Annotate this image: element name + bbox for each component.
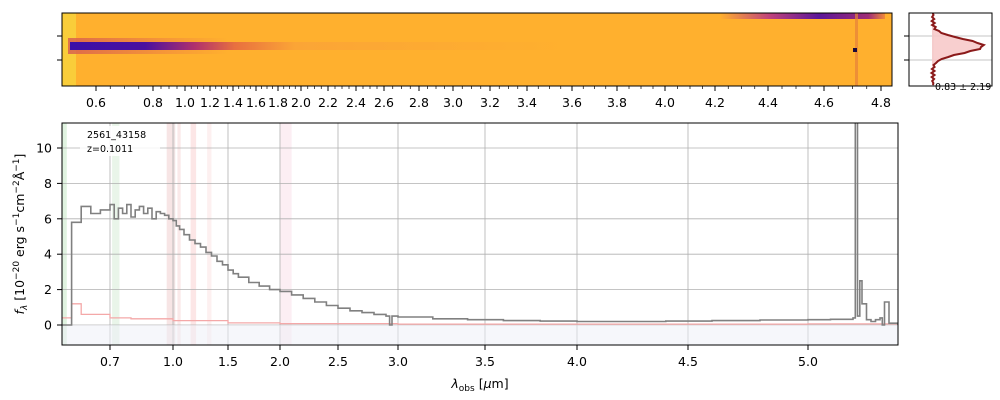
top-tick-label-20: 4.6 xyxy=(814,95,834,110)
x-tick-label-9: 5.0 xyxy=(798,354,818,369)
x-tick-label-3: 2.0 xyxy=(270,354,290,369)
shaded-band-6 xyxy=(207,123,212,345)
top-tick-label-1: 0.8 xyxy=(143,95,163,110)
y-tick-label-5: 10 xyxy=(36,141,52,156)
top-tick-label-5: 1.6 xyxy=(246,95,266,110)
spectrum-2d-top-right-feature xyxy=(720,13,885,19)
x-tick-label-8: 4.5 xyxy=(678,354,698,369)
y-tick-label-3: 6 xyxy=(44,211,52,226)
main-plot-frame xyxy=(61,122,899,346)
x-tick-label-4: 2.5 xyxy=(328,354,348,369)
x-tick-label-6: 3.5 xyxy=(475,354,495,369)
x-axis-label: λobs [μm] xyxy=(450,376,508,394)
top-tick-label-14: 3.4 xyxy=(517,95,537,110)
series-error xyxy=(62,303,898,325)
shaded-band-2 xyxy=(166,123,173,345)
shaded-band-4 xyxy=(177,123,181,345)
x-axis: 0.7 1.0 1.5 2.0 2.5 3.0 3.5 4.0 4.5 5.0 xyxy=(100,345,818,369)
shaded-bands xyxy=(62,123,292,345)
top-tick-label-16: 3.8 xyxy=(607,95,627,110)
top-tick-label-19: 4.4 xyxy=(758,95,778,110)
y-axis-label: fλ [10−20 erg s−1cm−2Å−1] xyxy=(12,154,30,315)
spectrum-2d-trace xyxy=(70,42,570,50)
top-tick-label-12: 3.0 xyxy=(443,95,463,110)
object-id-label: 2561_43158 xyxy=(87,130,146,141)
profile-label: 0.83 ± 2.19 xyxy=(935,82,991,93)
redshift-label: z=0.1011 xyxy=(87,144,133,155)
top-tick-label-13: 3.2 xyxy=(480,95,500,110)
top-tick-label-9: 2.4 xyxy=(346,95,366,110)
x-tick-label-7: 4.0 xyxy=(567,354,587,369)
top-tick-label-4: 1.4 xyxy=(223,95,243,110)
top-tick-label-17: 4.0 xyxy=(655,95,675,110)
x-tick-label-2: 1.5 xyxy=(218,354,238,369)
spectrum-2d-frame xyxy=(61,12,893,87)
x-tick-label-0: 0.7 xyxy=(100,354,120,369)
main-plot: 0.7 1.0 1.5 2.0 2.5 3.0 3.5 4.0 4.5 5.0 0 2 4 6 8 10 2… xyxy=(12,122,899,394)
y-tick-label-1: 2 xyxy=(44,282,52,297)
top-tick-label-15: 3.6 xyxy=(562,95,582,110)
y-axis: 0 2 4 6 8 10 xyxy=(36,141,62,333)
shaded-band-0 xyxy=(62,123,67,345)
profile-frame xyxy=(908,12,993,87)
top-tick-label-8: 2.2 xyxy=(318,95,338,110)
top-tick-label-0: 0.6 xyxy=(86,95,106,110)
top-tick-label-21: 4.8 xyxy=(871,95,891,110)
y-tick-label-4: 8 xyxy=(44,176,52,191)
top-tick-label-2: 1.0 xyxy=(175,95,195,110)
x-tick-label-5: 3.0 xyxy=(388,354,408,369)
top-tick-label-6: 1.8 xyxy=(268,95,288,110)
profile-panel: 0.83 ± 2.19 xyxy=(904,12,993,93)
x-tick-label-1: 1.0 xyxy=(163,354,183,369)
series-flux xyxy=(62,123,898,326)
shaded-band-7 xyxy=(280,123,292,345)
top-tick-label-18: 4.2 xyxy=(705,95,725,110)
shaded-band-1 xyxy=(112,123,120,345)
spectrum-2d-panel: 0.6 0.8 1.0 1.2 1.4 1.6 1.8 2.0 2.2 2.4 2.6 2.8 3.0 3… xyxy=(57,12,893,110)
profile-line xyxy=(929,12,987,86)
shaded-band-5 xyxy=(190,123,197,345)
y-tick-label-2: 4 xyxy=(44,247,52,262)
spectrum-2d-x-axis: 0.6 0.8 1.0 1.2 1.4 1.6 1.8 2.0 2.2 2.4 2.6 2.8 3.0 3… xyxy=(86,86,891,110)
spectrum-2d-bad-pixel xyxy=(853,48,857,52)
zero-line-region xyxy=(62,325,898,345)
legend-box xyxy=(80,126,160,156)
top-tick-label-3: 1.2 xyxy=(200,95,220,110)
top-tick-label-7: 2.0 xyxy=(291,95,311,110)
top-tick-label-10: 2.6 xyxy=(374,95,394,110)
shaded-band-3 xyxy=(173,123,176,345)
top-tick-label-11: 2.8 xyxy=(409,95,429,110)
y-tick-label-0: 0 xyxy=(44,318,52,333)
profile-fill xyxy=(931,13,984,86)
